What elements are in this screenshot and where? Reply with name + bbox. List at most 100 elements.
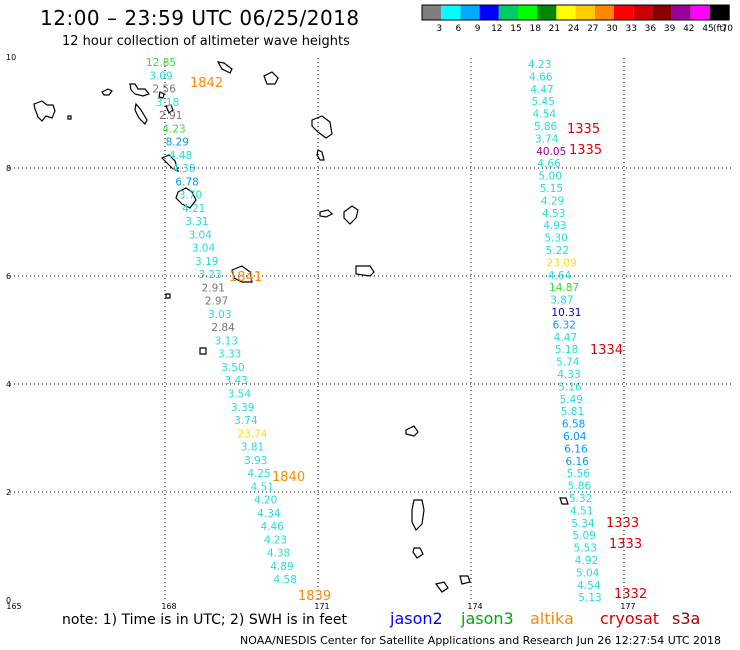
legend-swatch [652, 5, 672, 20]
pass-time-label: 1841 [229, 270, 262, 285]
wave-height-value: 4.46 [260, 521, 284, 533]
wave-height-value: 2.56 [153, 84, 177, 96]
wave-height-value: 23.74 [238, 428, 268, 440]
lon-tick-label: 177 [620, 602, 635, 611]
wave-height-value: 10.31 [551, 307, 581, 319]
wave-height-value: 3.74 [234, 415, 258, 427]
island-outline [319, 209, 334, 218]
axis-ticks: 165 168 171 174 177 0 2 4 6 8 10 [6, 53, 636, 611]
island-outline [231, 265, 253, 283]
wave-height-value: 3.33 [218, 349, 241, 361]
island-outline [343, 205, 359, 225]
island-outline [411, 499, 425, 532]
island-outline [459, 575, 471, 585]
wave-height-value: 3.93 [244, 455, 267, 467]
wave-height-value: 5.81 [561, 406, 584, 418]
island-outline [405, 425, 419, 437]
map-grid [10, 58, 732, 600]
wave-height-value: 6.16 [564, 443, 588, 455]
island-outline [67, 115, 72, 120]
island-outline [158, 91, 165, 99]
legend-label: 70 [721, 24, 733, 34]
wave-height-value: 5.16 [558, 381, 582, 393]
lat-tick-label: 6 [6, 272, 11, 281]
lat-tick-label: 10 [6, 53, 16, 62]
satellite-label: s3a [672, 609, 701, 628]
island-outline [199, 347, 207, 355]
legend-swatch [710, 5, 730, 20]
lon-tick-label: 171 [314, 602, 329, 611]
pass-time-label: 1332 [614, 587, 647, 602]
wave-height-value: 3.04 [192, 243, 216, 255]
wave-height-value: 3.87 [550, 295, 573, 307]
legend-swatch [594, 5, 614, 20]
wave-height-value: 3.31 [185, 216, 208, 228]
wave-height-value: 8.29 [166, 137, 189, 149]
wave-height-value: 5.86 [534, 121, 558, 133]
wave-height-value: 4.53 [542, 208, 565, 220]
wave-height-value: 5.30 [544, 233, 567, 245]
lat-tick-label: 4 [6, 380, 11, 389]
wave-height-value: 4.51 [251, 481, 274, 493]
legend-unit: (ft) [713, 24, 727, 34]
wave-height-value: 3.23 [198, 269, 221, 281]
wave-height-value: 4.23 [528, 59, 551, 71]
wave-height-value: 5.18 [555, 344, 578, 356]
wave-height-value: 4.47 [530, 84, 553, 96]
island-outline [216, 61, 233, 74]
legend-swatch [690, 5, 710, 20]
legend-swatch [575, 5, 595, 20]
wave-height-value: 4.38 [267, 548, 290, 560]
island-outline [412, 547, 424, 559]
wave-height-value: 5.45 [532, 96, 555, 108]
island-outline [129, 83, 151, 97]
wave-height-value: 5.86 [568, 481, 592, 493]
wave-height-value: 3.19 [195, 256, 218, 268]
wave-height-value: 4.92 [575, 555, 598, 567]
wave-height-value: 40.05 [536, 146, 566, 158]
wave-height-value: 12.85 [146, 57, 176, 69]
lon-tick-label: 174 [467, 602, 482, 611]
satellite-label: jason3 [461, 609, 514, 628]
pass-time-label: 1335 [569, 143, 602, 158]
wave-height-value: 5.74 [556, 357, 580, 369]
legend-swatch [556, 5, 576, 20]
footer-credit: NOAA/NESDIS Center for Satellite Applica… [240, 634, 722, 647]
wave-height-value: 5.04 [576, 567, 600, 579]
island-outline [263, 71, 279, 85]
wave-height-value: 3.03 [208, 309, 231, 321]
wave-height-value: 2.84 [211, 322, 235, 334]
legend-swatch [537, 5, 557, 20]
wave-height-value: 6.16 [565, 456, 589, 468]
pass-time-label: 1334 [590, 343, 623, 358]
island-outline [160, 154, 179, 173]
legend-swatch [422, 5, 442, 20]
lon-tick-label: 168 [161, 602, 176, 611]
lat-tick-label: 8 [6, 164, 11, 173]
wave-height-value: 4.54 [577, 580, 601, 592]
wave-height-value: 4.93 [543, 220, 566, 232]
wave-height-value: 4.23 [162, 123, 185, 135]
pass-time-label: 1840 [272, 470, 305, 485]
legend-label: 18 [529, 24, 541, 34]
legend-label: 9 [475, 24, 481, 34]
lon-tick-label: 165 [6, 602, 21, 611]
wave-height-value: 6.58 [562, 419, 585, 431]
wave-height-value: 6.04 [563, 431, 587, 443]
wave-height-value: 2.91 [202, 282, 225, 294]
wave-height-value: 2.97 [205, 296, 228, 308]
wave-height-value: 3.70 [179, 190, 202, 202]
wave-height-value: 3.74 [535, 133, 559, 145]
satellite-label: jason2 [390, 609, 443, 628]
wave-height-value: 4.48 [169, 150, 192, 162]
pass-time-label: 1333 [606, 516, 639, 531]
wave-height-value: 4.25 [247, 468, 270, 480]
wave-height-value: 3.04 [189, 229, 213, 241]
wave-height-value: 3.54 [228, 389, 252, 401]
legend-swatch [479, 5, 499, 20]
wave-height-value: 3.13 [215, 335, 238, 347]
wave-height-value: 2.91 [159, 110, 182, 122]
legend-swatch [460, 5, 480, 20]
island-outline [33, 100, 56, 122]
legend-label: 12 [491, 24, 502, 34]
